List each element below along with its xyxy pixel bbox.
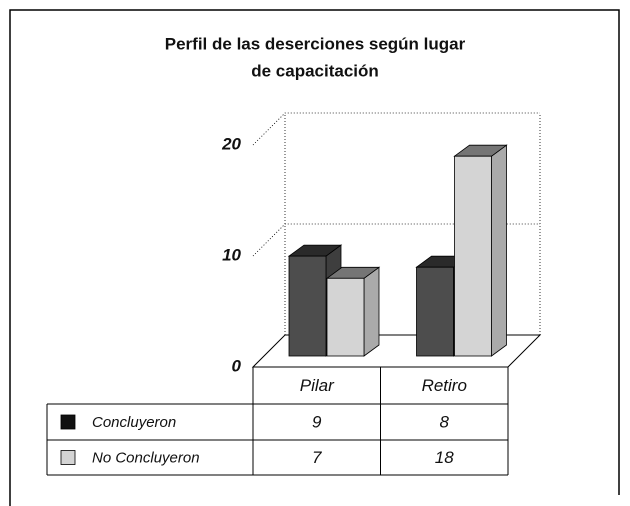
table-value: 9 bbox=[312, 412, 322, 431]
legend-swatch bbox=[60, 450, 76, 465]
legend-label: No Concluyeron bbox=[92, 449, 200, 466]
table-value: 7 bbox=[312, 448, 322, 467]
bar bbox=[454, 155, 492, 357]
table-grid bbox=[46, 367, 509, 476]
y-tick-label: 0 bbox=[232, 356, 242, 375]
chart-title: Perfil de las deserciones según lugar bbox=[165, 34, 466, 53]
bar-side bbox=[363, 266, 380, 357]
legend-swatch bbox=[60, 414, 76, 430]
x-tick-label: Pilar bbox=[300, 376, 335, 395]
grid-line bbox=[252, 223, 540, 257]
bar-side bbox=[491, 144, 507, 357]
grid-line bbox=[252, 112, 540, 146]
y-tick-label: 20 bbox=[221, 134, 241, 153]
bar bbox=[288, 255, 327, 357]
x-tick-label: Retiro bbox=[422, 376, 467, 395]
frame bbox=[9, 9, 620, 506]
y-tick-label: 10 bbox=[222, 245, 241, 264]
bar bbox=[326, 277, 365, 357]
legend-label: Concluyeron bbox=[92, 414, 176, 431]
bar bbox=[416, 266, 454, 357]
chart-title: de capacitación bbox=[251, 61, 379, 80]
table-value: 18 bbox=[435, 448, 454, 467]
table-value: 8 bbox=[440, 412, 450, 431]
